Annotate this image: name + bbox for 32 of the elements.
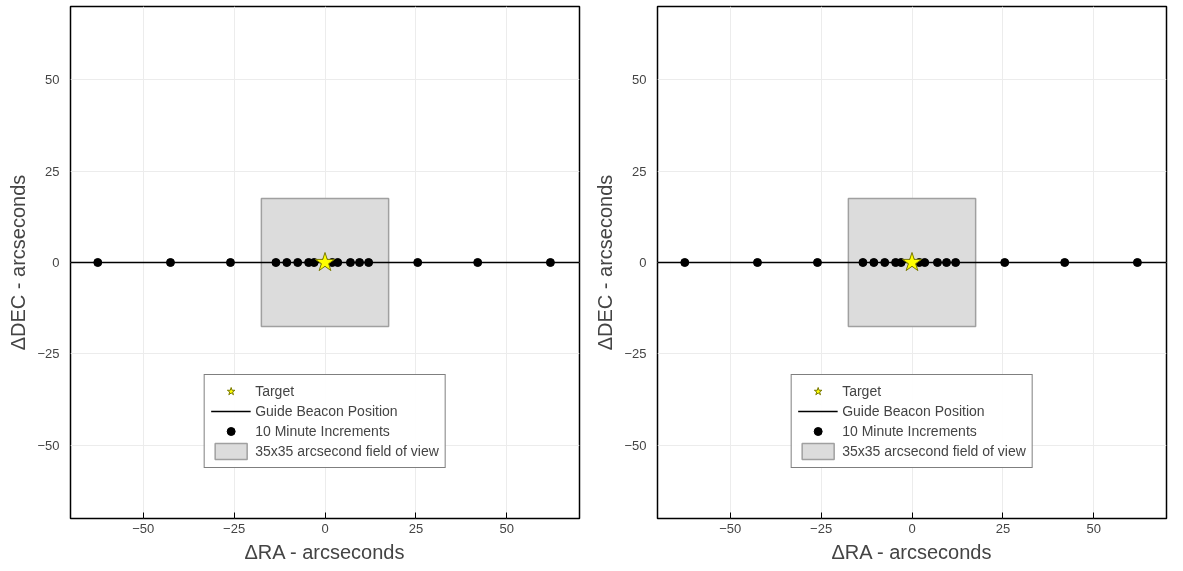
legend-label: 10 Minute Increments bbox=[842, 423, 977, 439]
x-tick-label: 50 bbox=[499, 520, 515, 536]
y-axis-title: ΔDEC - arcseconds bbox=[594, 174, 617, 351]
y-tick-label: 25 bbox=[45, 163, 60, 179]
y-tick-label: 25 bbox=[632, 163, 647, 179]
legend-label: 35x35 arcsecond field of view bbox=[255, 443, 439, 459]
y-tick-label: 50 bbox=[632, 72, 647, 88]
x-tick-label: −50 bbox=[132, 520, 155, 536]
x-axis-title: ΔRA - arcseconds bbox=[244, 540, 405, 563]
legend-label: Guide Beacon Position bbox=[255, 403, 398, 419]
legend-label: 10 Minute Increments bbox=[255, 423, 390, 439]
legend-label: Guide Beacon Position bbox=[842, 403, 985, 419]
legend-label: Target bbox=[255, 383, 295, 399]
x-tick-label: −25 bbox=[223, 520, 246, 536]
legend-label: Target bbox=[842, 383, 882, 399]
x-tick-label: 25 bbox=[408, 520, 424, 536]
y-axis-title: ΔDEC - arcseconds bbox=[7, 174, 30, 351]
legend-label: 35x35 arcsecond field of view bbox=[842, 443, 1026, 459]
x-tick-label: 50 bbox=[1086, 520, 1102, 536]
y-tick-label: −25 bbox=[37, 346, 60, 362]
y-tick-label: 0 bbox=[52, 255, 60, 270]
y-tick-label: −50 bbox=[624, 437, 647, 453]
y-tick-label: 50 bbox=[45, 72, 60, 88]
x-tick-label: 25 bbox=[995, 520, 1011, 536]
x-axis-title: ΔRA - arcseconds bbox=[831, 540, 992, 563]
y-tick-label: −25 bbox=[624, 346, 647, 362]
y-tick-label: −50 bbox=[37, 437, 60, 453]
x-tick-label: −50 bbox=[719, 520, 742, 536]
x-tick-label: 0 bbox=[321, 520, 329, 536]
x-tick-label: 0 bbox=[908, 520, 916, 536]
x-tick-label: −25 bbox=[810, 520, 833, 536]
y-tick-label: 0 bbox=[639, 255, 647, 270]
